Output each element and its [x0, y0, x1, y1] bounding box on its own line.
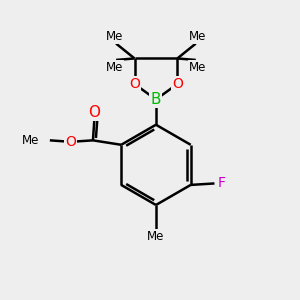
Text: O: O: [172, 77, 183, 91]
Text: Me: Me: [147, 230, 165, 243]
Text: Me: Me: [189, 61, 206, 74]
Text: Me: Me: [106, 61, 123, 74]
Text: O: O: [129, 77, 140, 91]
Text: Me: Me: [22, 134, 40, 147]
Text: O: O: [88, 105, 100, 120]
Text: F: F: [218, 176, 226, 190]
Text: B: B: [151, 92, 161, 107]
Text: Me: Me: [189, 30, 206, 43]
Text: O: O: [65, 135, 76, 149]
Text: Me: Me: [106, 30, 123, 43]
